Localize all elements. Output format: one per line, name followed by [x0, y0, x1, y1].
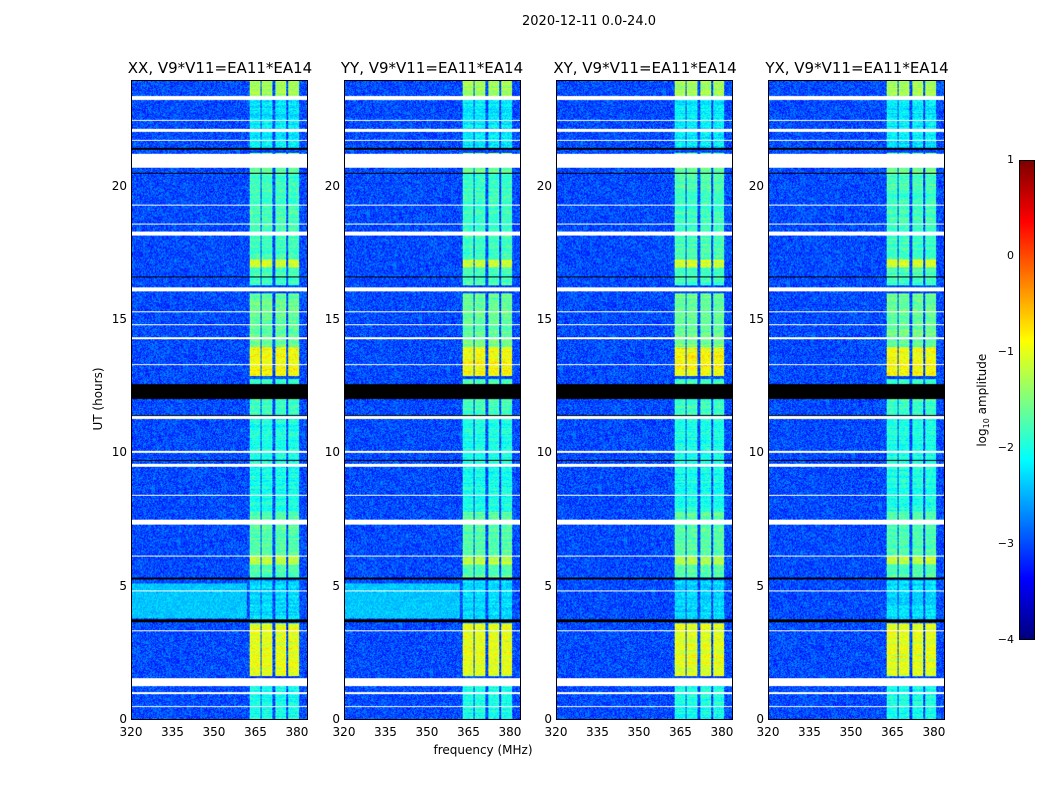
- y-tick-label: 20: [748, 178, 764, 193]
- x-axis-label: frequency (MHz): [433, 743, 533, 757]
- y-tick-label: 20: [324, 178, 340, 193]
- x-tick-label: 365: [457, 725, 480, 739]
- colorbar-tick: −1: [997, 345, 1014, 358]
- y-tick-label: 10: [111, 445, 127, 460]
- x-tick-label: 320: [119, 725, 143, 739]
- colorbar-tick: −3: [997, 537, 1014, 550]
- colorbar-label: log10 amplitude: [975, 335, 991, 465]
- panel-title-yx: YX, V9*V11=EA11*EA14: [765, 59, 949, 77]
- figure-title: 2020-12-11 0.0-24.0: [522, 14, 656, 29]
- colorbar-label-main: log: [974, 428, 989, 447]
- y-tick-label: 0: [544, 712, 552, 726]
- x-tick-label: 365: [881, 725, 904, 739]
- x-tick-label: 380: [710, 725, 734, 739]
- colorbar: [1019, 160, 1035, 640]
- y-tick-label: 15: [111, 312, 127, 326]
- y-tick-label: 5: [756, 578, 764, 593]
- x-tick-label: 335: [586, 725, 609, 739]
- x-tick-label: 350: [839, 725, 863, 739]
- colorbar-tick: 1: [1007, 153, 1014, 166]
- heatmap-xy: [556, 80, 733, 720]
- x-tick-label: 380: [922, 725, 946, 739]
- x-tick-label: 320: [332, 725, 356, 739]
- colorbar-label-rest: amplitude: [974, 353, 989, 419]
- y-axis-label: UT (hours): [91, 367, 105, 431]
- y-tick-label: 5: [332, 578, 340, 593]
- x-tick-label: 350: [415, 725, 439, 739]
- x-tick-label: 350: [202, 725, 226, 739]
- heatmap-yy: [344, 80, 521, 720]
- y-tick-label: 0: [119, 712, 127, 726]
- heatmap-yx: [768, 80, 945, 720]
- y-tick-label: 10: [748, 445, 764, 460]
- x-tick-label: 335: [374, 725, 397, 739]
- colorbar-tick: −2: [997, 441, 1014, 454]
- y-tick-label: 10: [324, 445, 340, 460]
- y-tick-label: 5: [119, 578, 127, 593]
- y-tick-label: 15: [748, 312, 764, 326]
- panel-title-yy: YY, V9*V11=EA11*EA14: [340, 59, 524, 77]
- colorbar-label-sub: 10: [982, 418, 992, 429]
- x-tick-label: 380: [498, 725, 522, 739]
- y-tick-label: 20: [536, 178, 552, 193]
- x-tick-label: 365: [669, 725, 692, 739]
- y-tick-label: 0: [756, 712, 764, 726]
- x-tick-label: 320: [544, 725, 568, 739]
- colorbar-tick: −4: [997, 633, 1014, 646]
- x-tick-label: 335: [161, 725, 184, 739]
- y-tick-label: 15: [324, 312, 340, 326]
- y-tick-label: 0: [332, 712, 340, 726]
- x-tick-label: 380: [285, 725, 309, 739]
- x-tick-label: 320: [756, 725, 780, 739]
- x-tick-label: 350: [627, 725, 651, 739]
- panel-title-xy: XY, V9*V11=EA11*EA14: [553, 59, 737, 77]
- heatmap-xx: [131, 80, 308, 720]
- y-tick-label: 5: [544, 578, 552, 593]
- y-tick-label: 20: [111, 178, 127, 193]
- y-tick-label: 15: [536, 312, 552, 326]
- x-tick-label: 365: [244, 725, 267, 739]
- x-tick-label: 335: [798, 725, 821, 739]
- y-tick-label: 10: [536, 445, 552, 460]
- panel-title-xx: XX, V9*V11=EA11*EA14: [127, 59, 313, 77]
- colorbar-tick: 0: [1007, 249, 1014, 262]
